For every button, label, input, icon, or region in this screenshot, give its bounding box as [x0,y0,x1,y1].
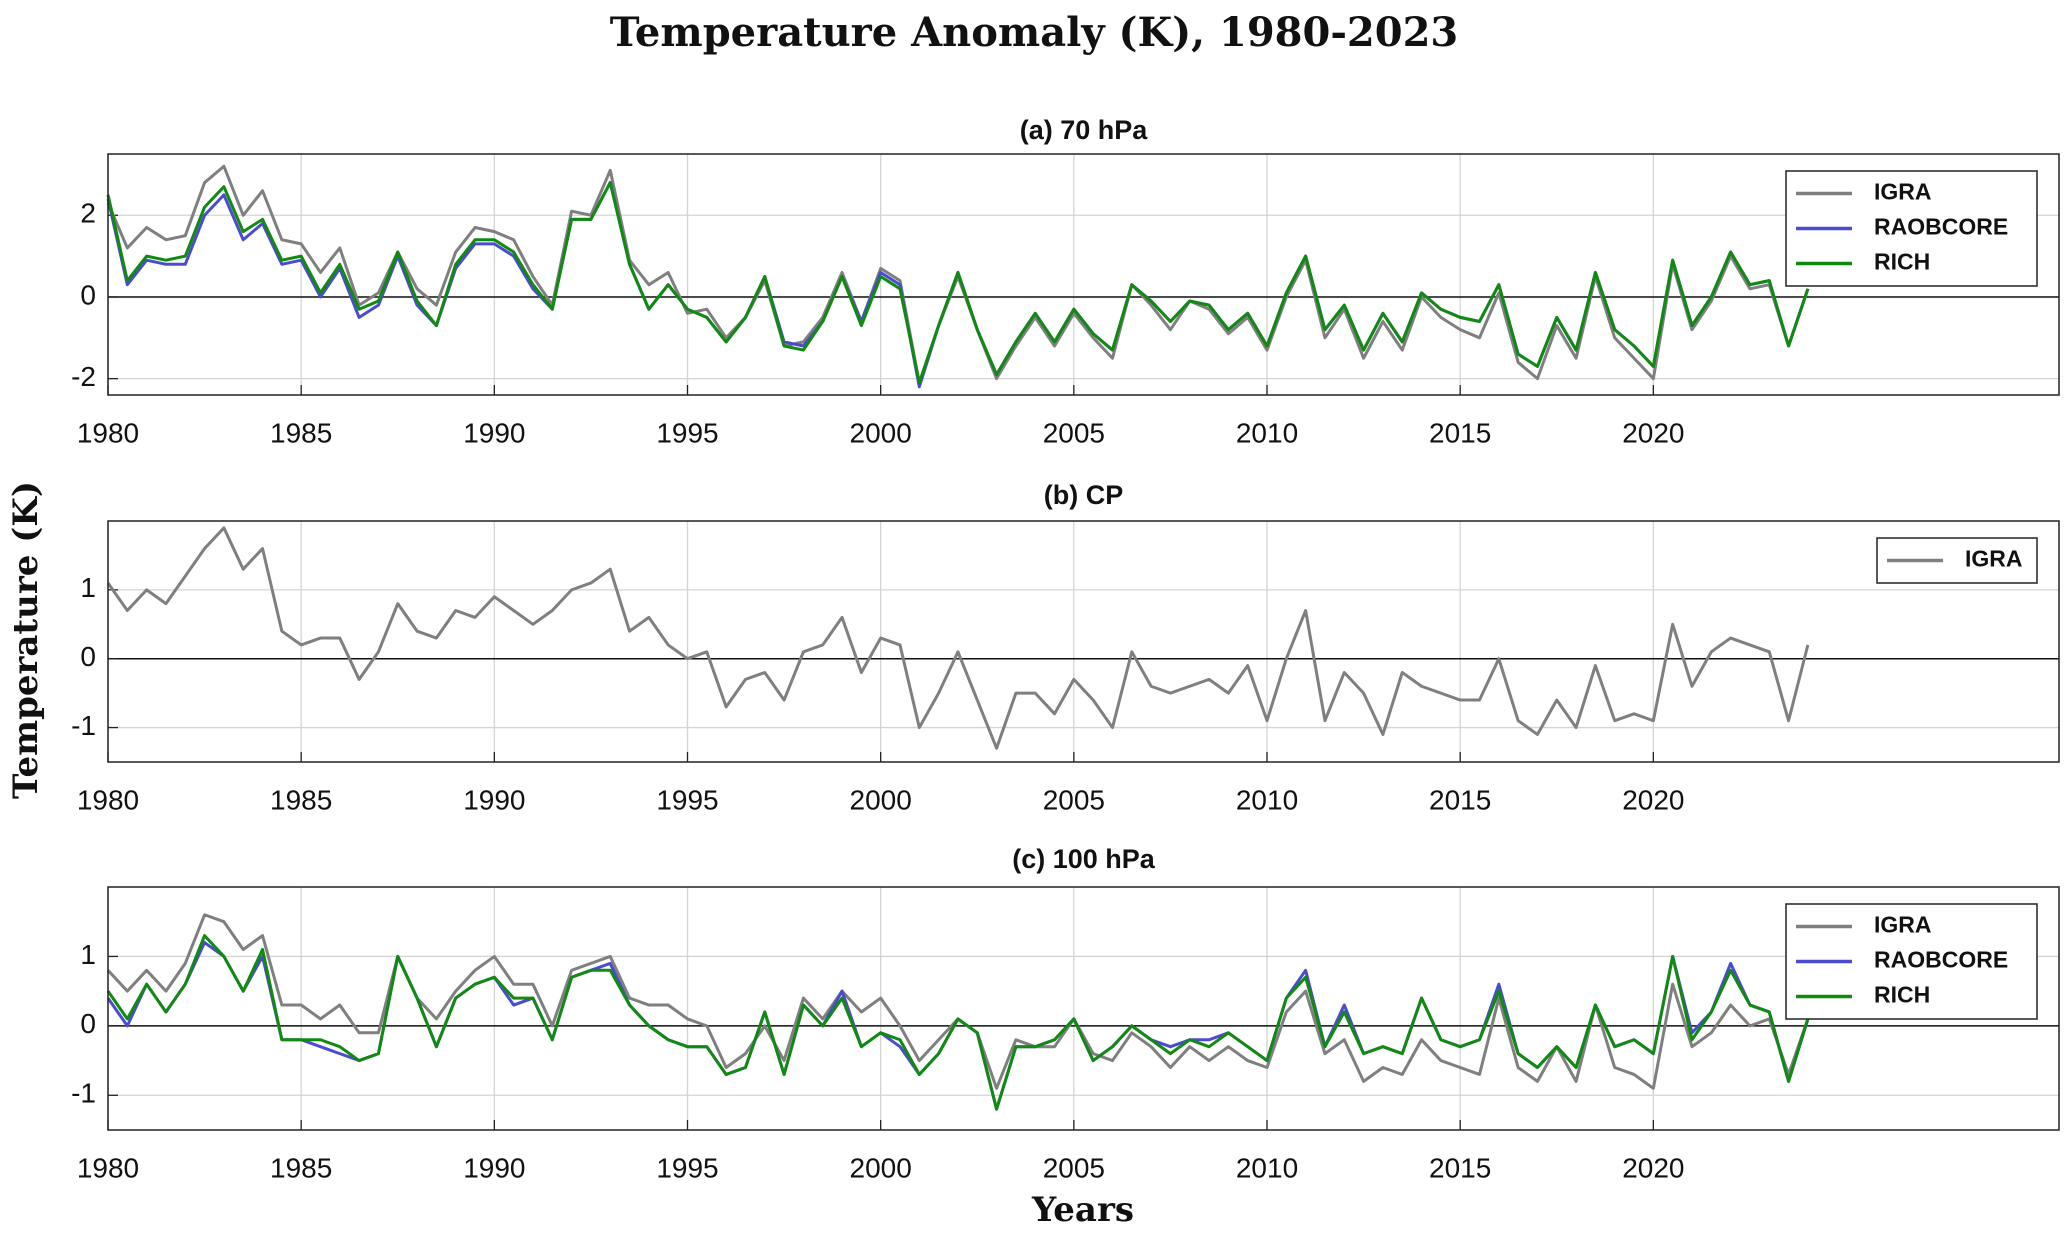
legend-label: RICH [1874,249,1930,275]
x-tick-label: 1995 [656,1152,718,1183]
x-tick-label: 2020 [1622,784,1684,815]
x-tick-label: 2010 [1236,417,1298,448]
x-tick-label: 2010 [1236,1152,1298,1183]
x-tick-label: 1985 [270,417,332,448]
x-tick-label: 2005 [1043,417,1105,448]
y-tick-label: 0 [80,279,96,310]
x-tick-label: 2015 [1429,784,1491,815]
x-tick-label: 1990 [463,784,525,815]
axes-box [107,153,2060,396]
legend-label: IGRA [1874,179,1932,205]
x-tick-label: 1980 [77,784,139,815]
data-line [106,934,1810,1111]
x-tick-label: 2005 [1043,784,1105,815]
axes-box [107,886,2060,1131]
x-tick-label: 1985 [270,1152,332,1183]
y-axis-label: Temperature (K) [6,481,46,799]
data-line [106,181,1810,385]
y-tick-label: -1 [71,1078,96,1109]
x-tick-label: 2000 [850,1152,912,1183]
x-tick-label: 1980 [77,417,139,448]
y-tick-label: 0 [80,641,96,672]
data-line [106,526,1810,750]
panel-title: (b) CP [1044,480,1123,510]
x-tick-label: 1990 [463,1152,525,1183]
x-tick-label: 2015 [1429,1152,1491,1183]
y-tick-label: -1 [71,710,96,741]
panel: (c) 100 hPa 1980 1985 1990 1995 2000 2005 2010 2… [71,844,2060,1183]
x-tick-label: 2000 [850,417,912,448]
legend-label: IGRA [1965,546,2023,572]
y-tick-label: 0 [80,1008,96,1039]
y-tick-label: -2 [71,361,96,392]
x-tick-label: 1995 [656,417,718,448]
x-tick-label: 2020 [1622,417,1684,448]
x-tick-label: 2010 [1236,784,1298,815]
axes-box [107,520,2060,763]
x-tick-label: 1995 [656,784,718,815]
y-tick-label: 1 [80,939,96,970]
x-tick-label: 2020 [1622,1152,1684,1183]
legend-label: RAOBCORE [1874,214,2008,240]
legend-label: RICH [1874,982,1930,1008]
x-tick-label: 2000 [850,784,912,815]
x-axis-label: Years [1031,1190,1134,1230]
legend-label: IGRA [1874,912,1932,938]
panel-title: (a) 70 hPa [1020,115,1149,145]
x-tick-label: 2005 [1043,1152,1105,1183]
y-tick-label: 2 [80,198,96,229]
y-tick-label: 1 [80,572,96,603]
x-tick-label: 2015 [1429,417,1491,448]
x-tick-label: 1985 [270,784,332,815]
figure-title: Temperature Anomaly (K), 1980-2023 [610,9,1459,56]
legend-label: RAOBCORE [1874,947,2008,973]
panel: (b) CP 1980 1985 1990 1995 2000 2005 2010 2015 20… [71,480,2060,815]
x-tick-label: 1980 [77,1152,139,1183]
panel-title: (c) 100 hPa [1012,844,1156,874]
x-tick-label: 1990 [463,417,525,448]
